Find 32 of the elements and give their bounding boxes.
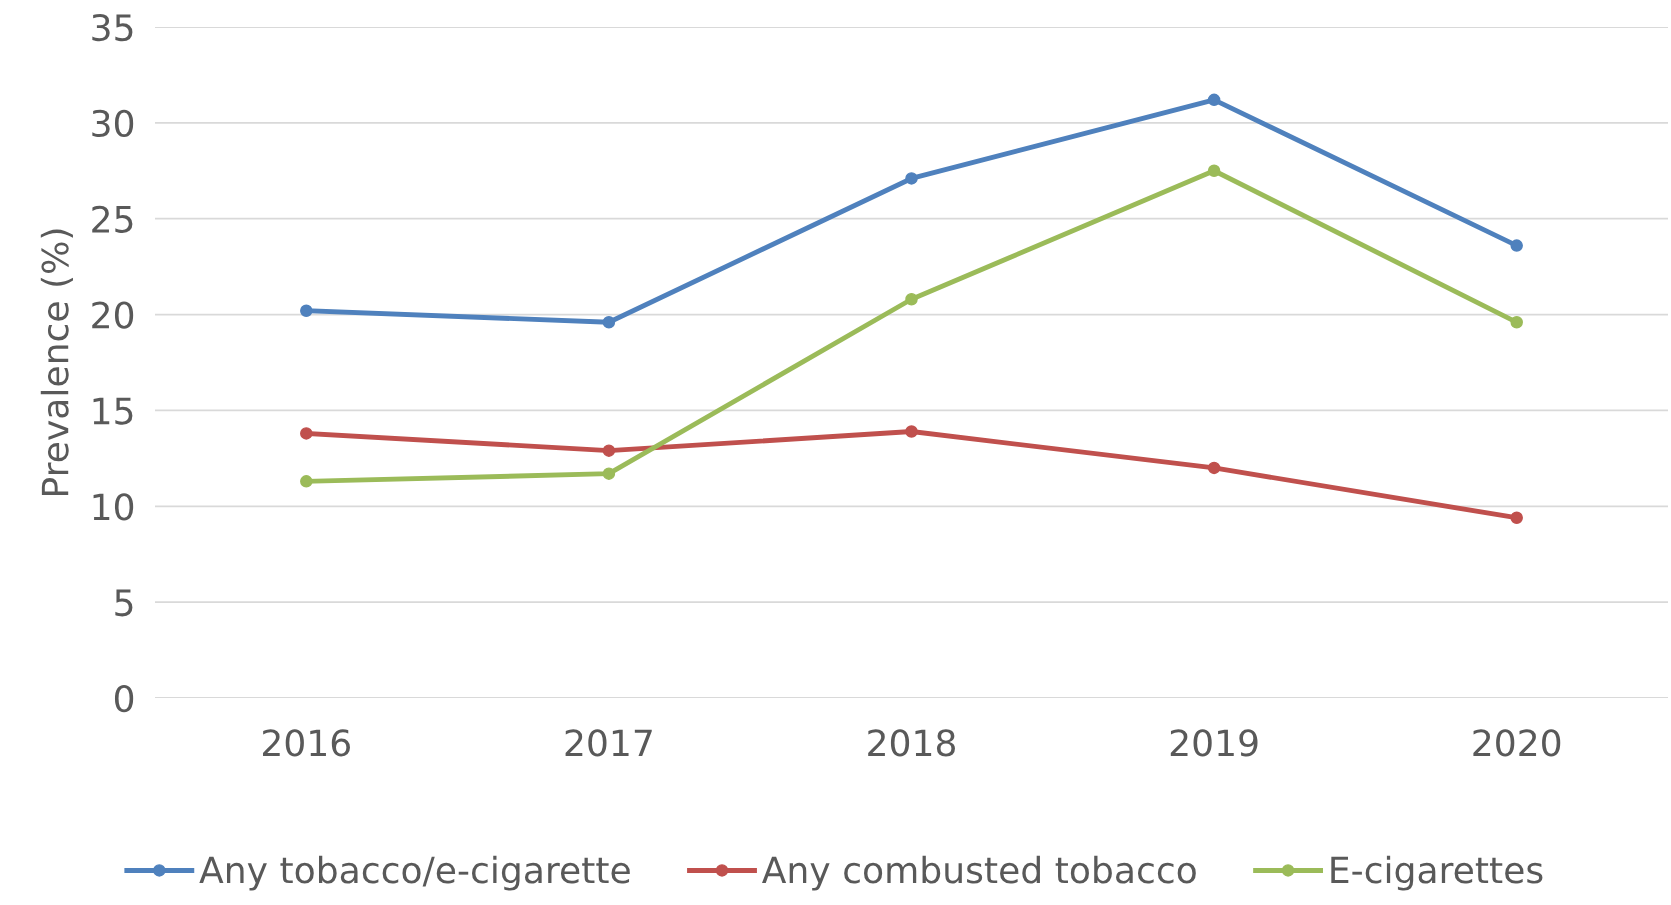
y-tick-label: 10 xyxy=(93,493,134,521)
point xyxy=(602,315,616,329)
x-tick-label: 2016 xyxy=(262,729,350,757)
point xyxy=(300,304,313,317)
point xyxy=(1510,511,1523,525)
x-tick-label: 2019 xyxy=(1170,729,1258,757)
point xyxy=(905,172,918,185)
point xyxy=(1207,93,1221,107)
x-tick-label: 2018 xyxy=(868,729,955,757)
legend-label: Any tobacco/e-cigarette xyxy=(199,855,630,891)
x-tick-label: 2020 xyxy=(1473,729,1561,757)
point xyxy=(602,467,616,480)
y-tick-label: 35 xyxy=(92,13,133,42)
point xyxy=(905,292,918,306)
legend-label: Any combusted tobacco xyxy=(762,855,1196,891)
y-tick-label: 5 xyxy=(115,589,133,617)
y-tick-label: 0 xyxy=(114,684,134,713)
point xyxy=(300,475,313,488)
y-tick-label: 15 xyxy=(93,397,133,425)
point xyxy=(905,425,918,438)
y-tick-label: 25 xyxy=(92,205,133,233)
point xyxy=(1510,239,1523,252)
y-tick-label: 30 xyxy=(92,109,134,138)
point xyxy=(1510,315,1523,329)
point xyxy=(1207,461,1221,475)
x-tick-label: 2017 xyxy=(565,729,652,757)
point xyxy=(602,444,616,457)
point xyxy=(1207,164,1221,178)
y-axis-title: Prevalence (%) xyxy=(40,229,73,495)
y-tick-label: 20 xyxy=(92,301,134,329)
point xyxy=(300,427,313,440)
legend-label: E-cigarettes xyxy=(1331,855,1543,891)
